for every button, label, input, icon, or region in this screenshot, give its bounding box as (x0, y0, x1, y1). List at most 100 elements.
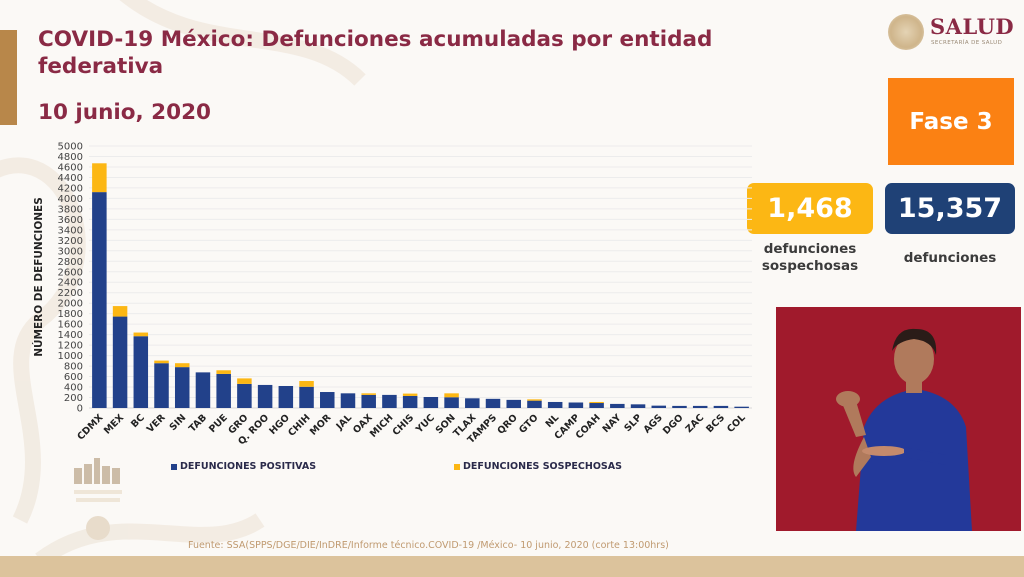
bar-positive (568, 402, 584, 408)
bar-suspected (361, 393, 376, 395)
y-tick-label: 800 (64, 362, 83, 373)
suspected-deaths-label: defunciones sospechosas (747, 241, 873, 275)
mexico-seal-icon (888, 14, 924, 50)
y-tick-label: 2400 (58, 278, 83, 289)
bar-suspected (216, 370, 231, 374)
y-tick-label: 200 (64, 393, 83, 404)
y-tick-label: 400 (64, 383, 83, 394)
x-tick-label: CHIS (391, 412, 417, 438)
bar-positive (527, 400, 542, 408)
bar-positive (237, 383, 252, 408)
logo-subtitle: SECRETARÍA DE SALUD (931, 40, 1003, 46)
salud-logo: SALUD SECRETARÍA DE SALUD (888, 12, 1018, 54)
x-tick-label: NAY (601, 412, 624, 435)
suspected-deaths-value: 1,468 (747, 183, 873, 234)
total-deaths-label: defunciones (903, 250, 997, 266)
interpreter-icon (776, 307, 1021, 531)
y-tick-label: 4200 (58, 183, 83, 194)
y-tick-label: 2000 (58, 299, 83, 310)
y-tick-label: 2800 (58, 257, 83, 268)
bar-positive (672, 405, 687, 408)
source-footnote: Fuente: SSA(SPPS/DGE/DIE/InDRE/Informe t… (188, 540, 669, 551)
bar-positive (361, 394, 376, 408)
x-tick-label: BCS (704, 412, 727, 435)
bar-positive (92, 192, 107, 408)
y-axis-label: NÚMERO DE DEFUNCIONES (32, 197, 45, 357)
bar-suspected (402, 393, 418, 396)
bar-positive (651, 405, 667, 408)
bar-positive (402, 395, 418, 408)
y-tick-label: 1800 (58, 309, 83, 320)
suspected-label-line1: defunciones (763, 241, 857, 257)
y-tick-label: 1400 (58, 330, 83, 341)
x-tick-label: MOR (308, 412, 334, 438)
x-tick-label: SLP (622, 412, 644, 434)
bar-suspected (112, 306, 128, 317)
x-tick-label: COL (725, 412, 748, 435)
bar-positive (112, 316, 128, 408)
x-tick-label: TAB (187, 412, 209, 434)
y-tick-label: 4400 (58, 173, 83, 184)
bar-positive (506, 399, 521, 408)
bar-positive (547, 401, 563, 408)
legend-positive: DEFUNCIONES POSITIVAS (171, 461, 316, 472)
x-tick-label: MEX (102, 412, 127, 437)
page-title: COVID-19 México: Defunciones acumuladas … (38, 27, 713, 79)
y-tick-label: 3800 (58, 204, 83, 215)
y-tick-label: 3000 (58, 246, 83, 257)
y-tick-label: 4600 (58, 162, 83, 173)
bar-positive (195, 372, 211, 408)
bar-positive (465, 398, 480, 408)
y-tick-label: 3400 (58, 225, 83, 236)
y-tick-label: 600 (64, 372, 83, 383)
y-tick-label: 1600 (58, 320, 83, 331)
legend-swatch-suspected (454, 463, 460, 470)
page-date: 10 junio, 2020 (38, 100, 212, 125)
x-tick-label: DGO (661, 412, 686, 437)
bar-positive (257, 384, 273, 408)
x-tick-label: GTO (517, 412, 540, 435)
x-tick-label: SIN (168, 412, 189, 433)
x-tick-label: QRO (495, 412, 519, 436)
legend-label-positive: DEFUNCIONES POSITIVAS (180, 461, 317, 472)
bar-positive (444, 397, 459, 408)
legend-suspected: DEFUNCIONES SOSPECHOSAS (454, 461, 622, 472)
bar-positive (610, 403, 625, 408)
bar-positive (382, 394, 397, 408)
y-tick-label: 4000 (58, 194, 83, 205)
x-tick-label: AGS (642, 412, 665, 435)
accent-bar (0, 30, 17, 125)
bar-suspected (589, 401, 604, 404)
y-tick-label: 3200 (58, 236, 83, 247)
bar-positive (340, 393, 356, 408)
y-tick-label: 1000 (58, 351, 83, 362)
total-deaths-value: 15,357 (885, 183, 1015, 234)
bar-suspected (444, 393, 459, 398)
x-tick-label: JAL (334, 412, 354, 432)
bar-suspected (527, 399, 542, 401)
x-tick-label: PUE (207, 412, 230, 435)
x-tick-label: YUC (413, 412, 437, 436)
bar-positive (713, 405, 729, 408)
legend-swatch-positive (171, 463, 177, 470)
bar-suspected (92, 163, 107, 193)
bar-positive (423, 396, 439, 408)
bar-suspected (174, 363, 190, 368)
y-tick-label: 2200 (58, 288, 83, 299)
deaths-by-state-chart: 0200400600800100012001400160018002000220… (32, 142, 752, 447)
bar-positive (734, 406, 749, 408)
bar-positive (133, 336, 149, 408)
bar-positive (320, 392, 335, 408)
y-tick-label: 5000 (58, 142, 83, 153)
y-tick-label: 0 (77, 404, 83, 415)
bar-positive (154, 363, 169, 408)
sign-language-interpreter-video (776, 307, 1021, 531)
phase-badge: Fase 3 (888, 78, 1014, 165)
bar-positive (216, 373, 231, 408)
y-tick-label: 1200 (58, 341, 83, 352)
bar-positive (692, 405, 708, 408)
bar-suspected (299, 381, 314, 387)
y-tick-label: 4800 (58, 152, 83, 163)
bar-positive (278, 385, 294, 408)
legend-label-suspected: DEFUNCIONES SOSPECHOSAS (463, 461, 622, 472)
